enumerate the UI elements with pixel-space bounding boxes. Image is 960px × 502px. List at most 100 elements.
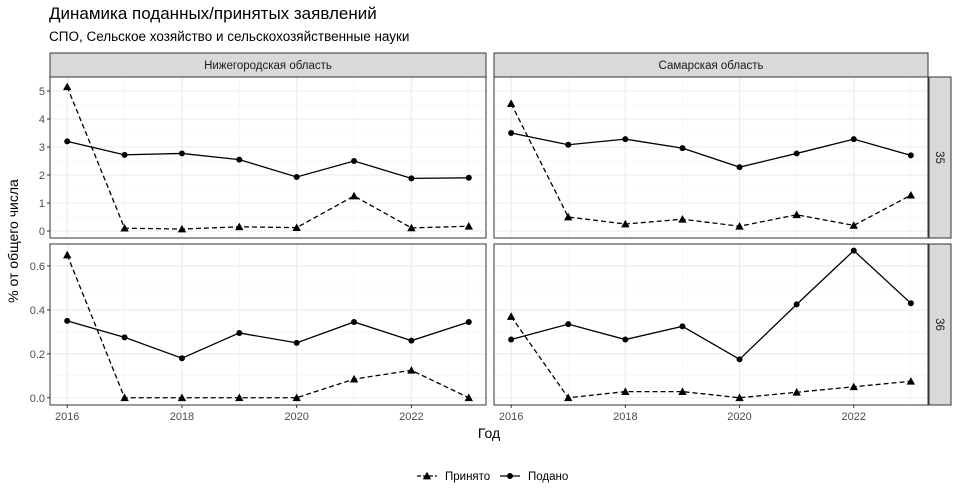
submitted-point <box>351 158 358 164</box>
accepted-point <box>464 393 473 402</box>
row-strip <box>928 76 952 239</box>
y-tick-label: 0 <box>39 226 45 238</box>
accepted-point <box>63 250 72 259</box>
row-strip <box>928 243 952 406</box>
panel-background-1-1 <box>494 244 928 405</box>
y-tick-label: 0.4 <box>30 305 45 317</box>
column-strip <box>493 52 929 78</box>
legend-label-submitted: Подано <box>528 471 568 483</box>
panel-border <box>49 243 487 406</box>
panel-background-0-0 <box>50 77 486 238</box>
accepted-point <box>177 224 187 233</box>
submitted-series-line <box>67 140 469 180</box>
accepted-series-line <box>66 86 469 230</box>
accepted-series-line <box>510 316 911 399</box>
accepted-point <box>735 393 744 402</box>
submitted-point <box>736 164 743 171</box>
accepted-point <box>120 393 129 402</box>
submitted-point <box>408 337 415 344</box>
submitted-series-line <box>510 132 912 168</box>
submitted-point <box>508 130 515 136</box>
submitted-series-line <box>510 249 912 361</box>
submitted-point <box>793 301 800 308</box>
submitted-point <box>64 317 71 324</box>
submitted-point <box>622 336 629 343</box>
accepted-point <box>506 312 516 320</box>
accepted-point <box>849 382 858 391</box>
submitted-point <box>850 247 857 254</box>
submitted-point <box>236 156 243 163</box>
accepted-series-line <box>510 103 912 227</box>
submitted-point <box>907 152 914 159</box>
submitted-point <box>465 318 472 325</box>
x-tick-label: 2020 <box>284 411 308 423</box>
accepted-point <box>849 221 858 229</box>
submitted-point <box>679 145 686 152</box>
submitted-series-line <box>67 320 469 359</box>
y-tick-label: 0.0 <box>30 393 45 405</box>
x-tick-label: 2018 <box>613 411 637 423</box>
accepted-point <box>506 99 516 107</box>
submitted-point <box>622 136 629 143</box>
panel-background-1-0 <box>50 244 486 405</box>
submitted-point <box>64 138 71 145</box>
accepted-point <box>177 393 187 402</box>
chart-title: Динамика поданных/принятых заявлений <box>49 4 377 23</box>
x-tick-label: 2016 <box>55 411 79 423</box>
legend-label-accepted: Принято <box>445 471 490 483</box>
column-strip-label: Самарская область <box>659 60 764 72</box>
accepted-point <box>906 190 916 199</box>
x-tick-label: 2018 <box>170 411 194 423</box>
y-tick-label: 3 <box>39 142 45 154</box>
accepted-point <box>621 219 630 228</box>
chart-subtitle: СПО, Сельское хозяйство и сельскохозяйст… <box>49 29 410 44</box>
x-tick-label: 2022 <box>842 411 866 423</box>
submitted-point <box>293 173 300 180</box>
submitted-point <box>850 136 857 143</box>
accepted-point <box>735 222 744 230</box>
x-axis-title: Год <box>478 425 500 441</box>
x-tick-label: 2020 <box>727 411 751 423</box>
submitted-point <box>121 334 128 341</box>
legend-key-circle <box>507 473 513 479</box>
accepted-point <box>621 387 630 395</box>
submitted-point <box>293 339 300 346</box>
submitted-point <box>351 318 358 325</box>
y-tick-label: 2 <box>39 170 45 182</box>
accepted-point <box>906 377 916 385</box>
y-tick-label: 4 <box>39 114 45 126</box>
accepted-point <box>407 366 416 374</box>
submitted-point <box>565 321 572 328</box>
y-tick-label: 0.6 <box>30 261 45 273</box>
submitted-point <box>408 175 415 182</box>
submitted-point <box>236 329 243 336</box>
legend-key-triangle <box>422 471 432 480</box>
submitted-point <box>178 355 185 362</box>
y-tick-label: 0.2 <box>30 349 45 361</box>
row-strip-label: 35 <box>933 151 945 164</box>
submitted-point <box>907 300 914 307</box>
accepted-point <box>678 215 687 223</box>
accepted-series-line <box>66 254 470 399</box>
accepted-point <box>464 222 473 230</box>
accepted-point <box>292 393 301 402</box>
accepted-point <box>564 393 573 402</box>
accepted-point <box>792 388 801 396</box>
submitted-point <box>736 356 743 363</box>
accepted-point <box>63 82 72 91</box>
accepted-point <box>292 223 301 231</box>
accepted-point <box>235 222 244 231</box>
submitted-point <box>679 323 686 330</box>
x-tick-label: 2016 <box>499 411 523 423</box>
submitted-point <box>465 174 472 181</box>
x-tick-label: 2022 <box>399 411 423 423</box>
accepted-point <box>235 393 244 402</box>
submitted-point <box>121 151 128 158</box>
accepted-point <box>120 224 129 232</box>
accepted-point <box>564 212 573 221</box>
y-tick-label: 5 <box>39 86 45 98</box>
submitted-point <box>565 141 572 148</box>
column-strip <box>49 52 487 78</box>
y-tick-label: 1 <box>39 198 45 210</box>
